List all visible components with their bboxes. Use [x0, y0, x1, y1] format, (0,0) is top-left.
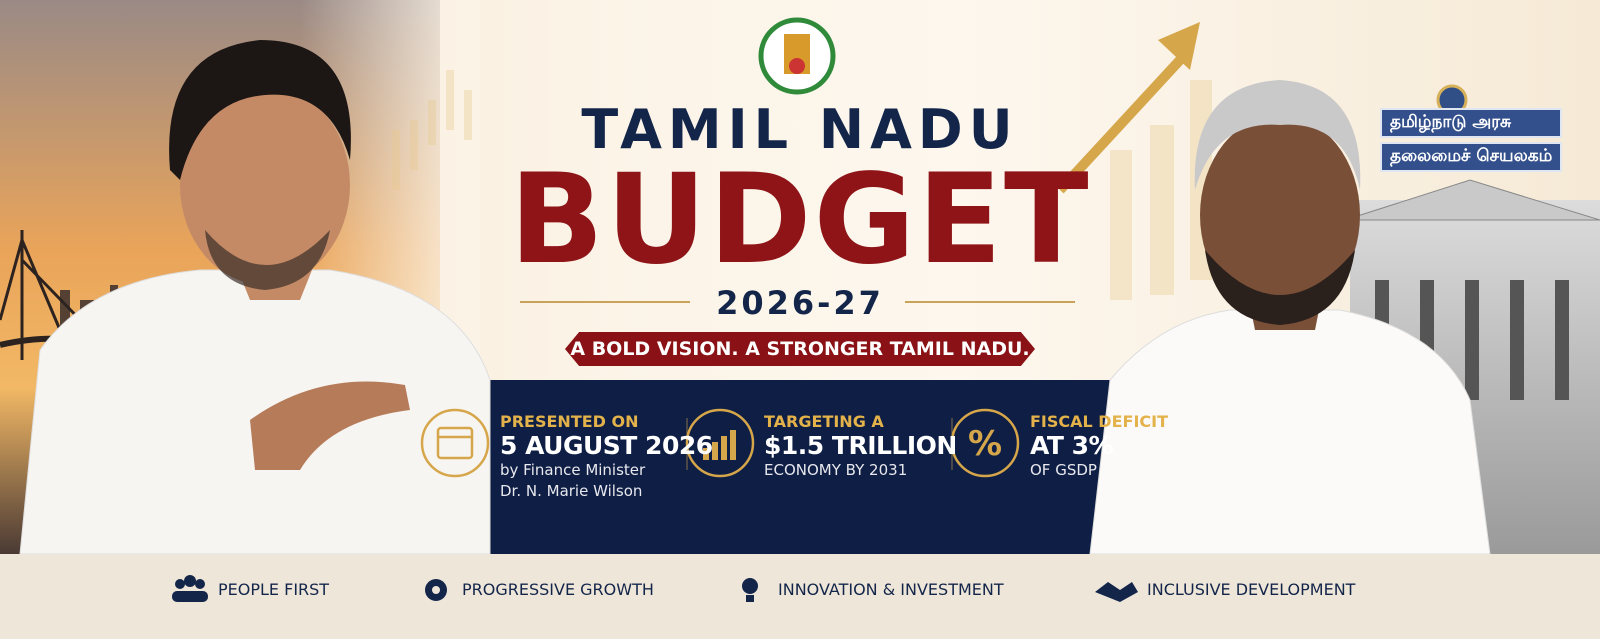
highlight-label: TARGETING A [764, 412, 884, 431]
tagline: A BOLD VISION. A STRONGER TAMIL NADU. [565, 332, 1035, 366]
highlight: FISCAL DEFICIT AT 3% OF GSDP [1030, 412, 1168, 481]
pillar-icons [172, 575, 1138, 602]
highlight-value: AT 3% [1030, 431, 1114, 460]
building-sign: தமிழ்நாடு அரசு தலைமைச் செயலகம் [1380, 108, 1563, 172]
highlight-label: PRESENTED ON [500, 412, 639, 431]
title-main: BUDGET [509, 148, 1091, 292]
pillar-bar [0, 554, 1600, 639]
highlight-value: 5 AUGUST 2026 [500, 431, 713, 460]
highlight-label: FISCAL DEFICIT [1030, 412, 1168, 431]
highlight-detail: by Finance Minister [500, 461, 646, 479]
highlight-value: $1.5 TRILLION [764, 431, 957, 460]
budget-year: 2026-27 [716, 284, 884, 322]
percent-icon: % [968, 424, 1002, 464]
highlight-detail: Dr. N. Marie Wilson [500, 482, 643, 500]
title-top: TAMIL NADU [581, 98, 1019, 161]
pillar: PEOPLE FIRST [218, 580, 330, 599]
highlight-detail: ECONOMY BY 2031 [764, 461, 908, 479]
highlight-detail: OF GSDP [1030, 461, 1097, 479]
pillar: INNOVATION & INVESTMENT [778, 580, 1004, 599]
sign-line: தலைமைச் செயலகம் [1380, 142, 1563, 172]
pillar: PROGRESSIVE GROWTH [462, 580, 654, 599]
sign-line: தமிழ்நாடு அரசு [1380, 108, 1563, 138]
highlight: TARGETING A $1.5 TRILLION ECONOMY BY 203… [764, 412, 957, 481]
highlight: PRESENTED ON 5 AUGUST 2026 by Finance Mi… [500, 412, 713, 502]
pillar: INCLUSIVE DEVELOPMENT [1147, 580, 1356, 599]
highlight-panel [385, 380, 1215, 554]
